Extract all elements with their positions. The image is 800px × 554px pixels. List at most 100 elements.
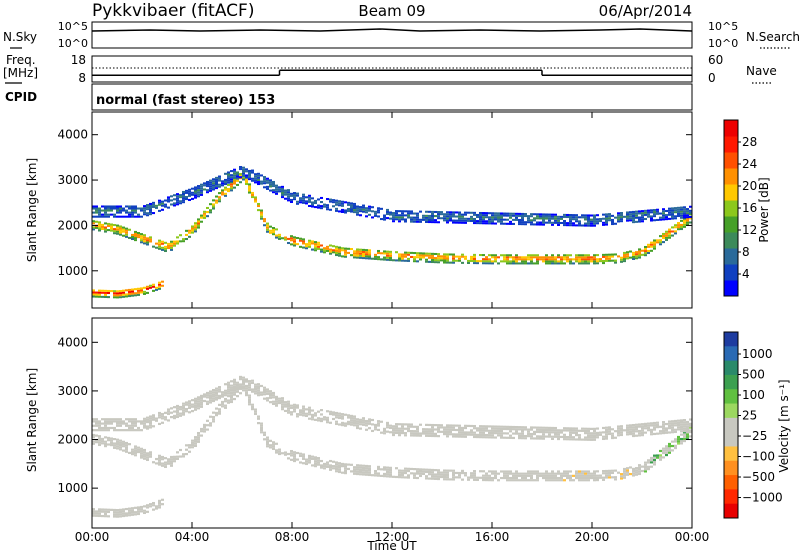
power-cell [131, 205, 134, 208]
velocity-cell [455, 435, 458, 438]
power-cell [287, 193, 290, 196]
velocity-cell [242, 383, 245, 386]
power-cell [620, 220, 623, 223]
velocity-cell [665, 447, 668, 450]
power-cell [584, 222, 587, 225]
power-cell [302, 199, 305, 202]
power-cell [110, 213, 113, 216]
velocity-cell [533, 426, 536, 429]
velocity-cell [620, 425, 623, 428]
power-cell [509, 222, 512, 225]
velocity-cell [149, 415, 152, 418]
power-cell [194, 192, 197, 195]
velocity-cell [650, 424, 653, 427]
power-cell [284, 191, 287, 194]
power-cell [542, 219, 545, 222]
velocity-cell [431, 473, 434, 476]
velocity-cell [104, 510, 107, 513]
power-cell [131, 235, 134, 238]
power-cell [311, 242, 314, 245]
power-cell [107, 215, 110, 218]
power-cell [503, 212, 506, 215]
power-cell [473, 255, 476, 258]
velocity-cell [578, 472, 581, 475]
power-cell [365, 215, 368, 218]
velocity-cell [170, 460, 173, 463]
power-cell [554, 215, 557, 218]
velocity-cell [281, 452, 284, 455]
velocity-cell [101, 442, 104, 445]
power-cell [146, 285, 149, 288]
power-cell [647, 213, 650, 216]
power-cell [344, 211, 347, 214]
velocity-cell [668, 449, 671, 452]
velocity-cell [410, 434, 413, 437]
power-cell [275, 234, 278, 237]
velocity-cell [260, 429, 263, 432]
power-cell [671, 207, 674, 210]
power-cell [443, 253, 446, 256]
velocity-cell [665, 422, 668, 426]
power-cell [497, 218, 500, 221]
velocity-ylabel: Slant Range [km] [25, 368, 39, 472]
power-cell [638, 248, 641, 251]
velocity-cell [383, 466, 386, 469]
velocity-cell [590, 434, 593, 437]
velocity-cell [95, 420, 98, 423]
velocity-cell [140, 429, 143, 432]
power-cell [188, 194, 191, 197]
velocity-cell [569, 474, 572, 477]
velocity-cell [464, 433, 467, 436]
power-cell [440, 211, 443, 214]
power-cell [146, 208, 149, 211]
velocity-cell [158, 504, 161, 507]
power-cell [491, 218, 494, 221]
power-cell [662, 241, 665, 244]
power-cell [161, 280, 164, 283]
power-cell [587, 216, 590, 219]
power-cell [134, 215, 137, 218]
power-cell [614, 253, 617, 256]
velocity-cell [113, 438, 116, 441]
power-cell [590, 224, 593, 227]
power-cell [401, 253, 404, 256]
power-color-step [724, 248, 738, 265]
velocity-cell [521, 428, 524, 431]
power-cell [467, 217, 470, 220]
power-cell [131, 292, 134, 295]
power-cell [131, 290, 134, 293]
power-cell [353, 254, 356, 257]
velocity-cell [152, 425, 155, 428]
power-cell [359, 252, 362, 255]
power-cell [584, 216, 587, 219]
power-cell [140, 235, 143, 238]
velocity-cell [581, 474, 584, 477]
power-cell [521, 221, 524, 224]
velocity-cell [398, 473, 401, 477]
power-cell [500, 214, 503, 217]
velocity-cell [494, 474, 497, 477]
power-cell [143, 205, 146, 208]
power-cell [437, 261, 440, 264]
velocity-color-step [724, 417, 738, 433]
power-cell [323, 249, 326, 252]
velocity-cell [254, 408, 257, 411]
power-cell [623, 260, 626, 263]
power-cell [185, 198, 188, 201]
velocity-cell [143, 422, 146, 425]
power-cell [461, 255, 464, 258]
velocity-cell [113, 444, 116, 447]
velocity-cell [554, 429, 557, 432]
velocity-cell [533, 437, 536, 440]
power-cell [152, 203, 155, 206]
velocity-cell [251, 408, 254, 411]
velocity-cell [323, 462, 326, 466]
power-cell [581, 260, 584, 263]
velocity-cell [401, 427, 404, 430]
power-cell [428, 256, 431, 259]
power-cell [398, 259, 401, 262]
power-cell [494, 216, 497, 219]
velocity-cell [149, 426, 152, 429]
power-cell [665, 234, 668, 237]
power-cell [176, 201, 179, 204]
